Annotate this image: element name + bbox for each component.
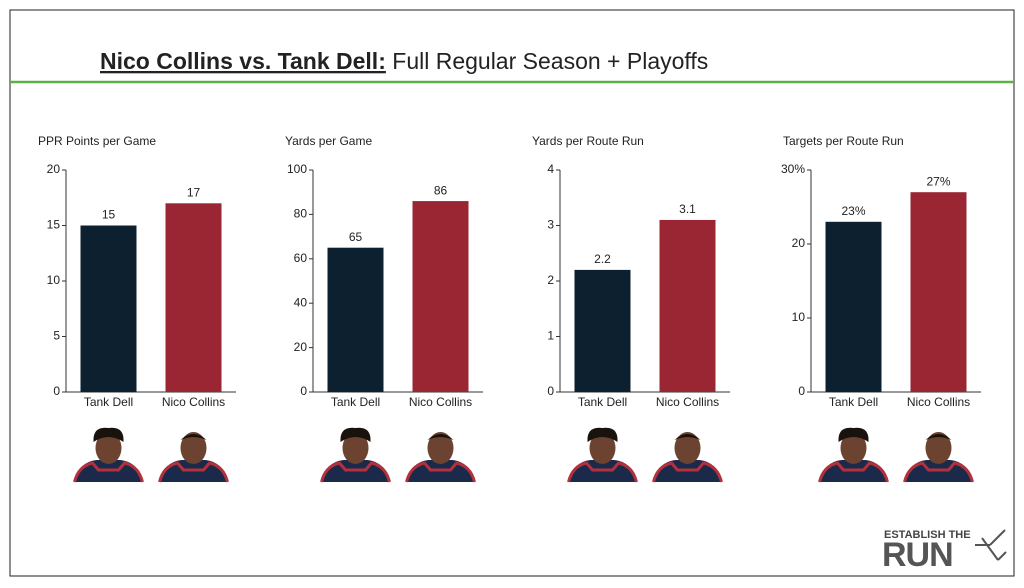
value-label: 2.2 — [594, 252, 611, 266]
player-hair — [925, 434, 952, 440]
player-head — [427, 432, 454, 464]
y-tick-label: 20 — [294, 340, 308, 354]
player-head — [840, 432, 867, 464]
y-tick-label: 0 — [798, 384, 805, 398]
y-tick-label: 20 — [792, 236, 806, 250]
y-tick-label: 10 — [47, 273, 61, 287]
chart-panel: Targets per Route Run 0 10 20 30% 23% Tank Del… — [781, 134, 981, 483]
player-hair — [93, 427, 124, 442]
x-tick-label: Nico Collins — [162, 395, 225, 409]
player-head — [589, 432, 616, 464]
player-hair — [340, 427, 371, 442]
bar — [825, 221, 882, 392]
bar — [165, 203, 222, 392]
chart-title: Targets per Route Run — [783, 134, 904, 148]
value-label: 65 — [349, 230, 363, 244]
bar — [574, 269, 631, 392]
bar — [80, 225, 137, 392]
player-jersey-trim — [158, 461, 229, 483]
x-tick-label: Nico Collins — [907, 395, 970, 409]
chart-panel: Yards per Route Run 0 1 2 3 4 2.2 Tank Dell 3.1 N… — [532, 134, 730, 483]
x-tick-label: Tank Dell — [84, 395, 133, 409]
player-hair — [587, 427, 618, 442]
y-tick-label: 20 — [47, 162, 61, 176]
y-tick-label: 40 — [294, 295, 308, 309]
bar — [910, 192, 967, 392]
y-tick-label: 60 — [294, 251, 308, 265]
player-head — [180, 432, 207, 464]
slide-title: Nico Collins vs. Tank Dell: Full Regular… — [100, 48, 708, 74]
y-tick-label: 100 — [287, 162, 307, 176]
x-tick-label: Nico Collins — [409, 395, 472, 409]
player-jersey-trim — [405, 461, 476, 483]
player-jersey-trim — [818, 461, 889, 483]
y-tick-label: 80 — [294, 207, 308, 221]
y-tick-label: 15 — [47, 218, 61, 232]
value-label: 23% — [841, 204, 865, 218]
player-hair — [180, 434, 207, 440]
player-jersey-trim — [652, 461, 723, 483]
chart-panel: PPR Points per Game 0 5 10 15 20 15 Tank Dell 17… — [38, 134, 236, 483]
logo-top: ESTABLISH THE — [884, 529, 971, 541]
value-label: 3.1 — [679, 202, 696, 216]
y-tick-label: 2 — [547, 273, 554, 287]
player-jersey-trim — [320, 461, 391, 483]
bar — [327, 247, 384, 392]
y-tick-label: 30% — [781, 162, 805, 176]
title-rest: Full Regular Season + Playoffs — [386, 48, 708, 74]
bar — [412, 201, 469, 392]
logo-icon — [975, 529, 1007, 561]
logo: ESTABLISH THE RUN — [882, 529, 1007, 574]
value-label: 27% — [926, 174, 950, 188]
x-tick-label: Tank Dell — [578, 395, 627, 409]
chart-panel: Yards per Game 0 20 40 60 80 100 65 Tank Dell 86 N… — [285, 134, 483, 483]
player-hair — [838, 427, 869, 442]
x-tick-label: Nico Collins — [656, 395, 719, 409]
chart-title: PPR Points per Game — [38, 134, 156, 148]
y-tick-label: 0 — [547, 384, 554, 398]
y-tick-label: 1 — [547, 329, 554, 343]
player-jersey-trim — [567, 461, 638, 483]
player-hair — [427, 434, 454, 440]
player-jersey-trim — [73, 461, 144, 483]
y-tick-label: 4 — [547, 162, 554, 176]
value-label: 86 — [434, 183, 448, 197]
logo-bottom: RUN — [882, 536, 953, 574]
y-tick-label: 0 — [300, 384, 307, 398]
bar — [659, 219, 716, 392]
player-hair — [674, 434, 701, 440]
player-head — [674, 432, 701, 464]
chart-title: Yards per Route Run — [532, 134, 644, 148]
y-tick-label: 5 — [53, 329, 60, 343]
player-jersey-trim — [903, 461, 974, 483]
y-tick-label: 3 — [547, 218, 554, 232]
player-head — [95, 432, 122, 464]
chart-title: Yards per Game — [285, 134, 372, 148]
value-label: 17 — [187, 185, 201, 199]
y-tick-label: 10 — [792, 310, 806, 324]
x-tick-label: Tank Dell — [331, 395, 380, 409]
player-head — [342, 432, 369, 464]
player-head — [925, 432, 952, 464]
y-tick-label: 0 — [53, 384, 60, 398]
value-label: 15 — [102, 208, 116, 222]
title-lead: Nico Collins vs. Tank Dell: — [100, 48, 386, 74]
x-tick-label: Tank Dell — [829, 395, 878, 409]
